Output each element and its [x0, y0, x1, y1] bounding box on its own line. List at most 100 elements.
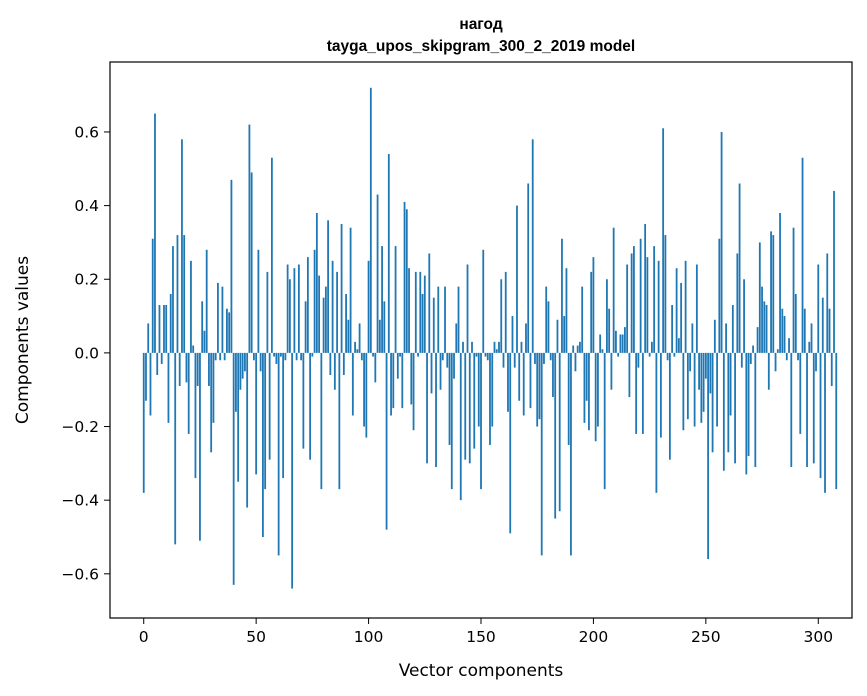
- bar: [167, 352, 170, 423]
- bar: [226, 308, 228, 353]
- bar: [414, 271, 417, 353]
- bar: [203, 330, 206, 353]
- bar: [608, 308, 611, 353]
- bar: [158, 305, 161, 353]
- bar: [747, 352, 750, 456]
- bar: [183, 235, 186, 353]
- x-tick-label: 0: [139, 628, 149, 646]
- bar: [835, 352, 838, 490]
- bar: [288, 279, 291, 353]
- bar: [552, 352, 554, 398]
- bar: [590, 271, 593, 353]
- bar: [437, 286, 440, 353]
- bar: [466, 264, 469, 353]
- bar: [500, 279, 503, 353]
- bar: [633, 246, 635, 353]
- bar: [295, 352, 298, 361]
- bar: [484, 352, 487, 357]
- bar: [729, 352, 732, 416]
- bar: [248, 124, 251, 353]
- bar: [538, 352, 541, 420]
- bar: [817, 264, 820, 353]
- bar: [342, 352, 345, 375]
- bar: [507, 352, 509, 412]
- bar: [165, 305, 168, 353]
- bar: [214, 352, 217, 361]
- bar: [525, 323, 527, 353]
- bar: [421, 293, 424, 353]
- bar: [619, 334, 622, 353]
- bar: [340, 224, 343, 353]
- bar: [653, 246, 656, 353]
- bar: [617, 352, 620, 357]
- bar: [819, 352, 822, 479]
- bar: [693, 352, 696, 427]
- bar: [491, 352, 494, 427]
- bar: [545, 286, 548, 353]
- bar: [313, 249, 316, 353]
- x-tick-label: 200: [579, 628, 609, 646]
- bar: [752, 345, 754, 353]
- bar: [306, 257, 309, 353]
- bar: [767, 352, 770, 390]
- bar: [581, 286, 584, 353]
- chart-subtitle: tayga_upos_skipgram_300_2_2019 model: [327, 38, 635, 55]
- bar: [765, 305, 768, 353]
- bar: [315, 212, 318, 353]
- bar: [799, 352, 802, 434]
- bar: [704, 352, 707, 379]
- bar: [504, 271, 507, 353]
- bar: [801, 157, 804, 353]
- bar: [664, 235, 667, 353]
- y-tick-label: 0.6: [74, 123, 99, 141]
- y-tick-label: −0.4: [61, 492, 99, 510]
- bar: [585, 352, 588, 401]
- bar: [378, 319, 381, 353]
- bar: [270, 157, 273, 353]
- bar: [178, 352, 181, 387]
- bar: [603, 352, 606, 490]
- bar: [174, 352, 177, 545]
- bar: [720, 131, 723, 353]
- bar: [383, 301, 386, 353]
- bar: [668, 352, 671, 460]
- bar: [448, 352, 451, 445]
- bar: [727, 352, 730, 453]
- bar: [426, 352, 428, 464]
- bar: [621, 334, 624, 353]
- bar: [722, 352, 725, 471]
- bar: [689, 352, 692, 372]
- bar: [304, 301, 307, 353]
- bar: [615, 330, 617, 353]
- bar: [410, 352, 413, 405]
- bar: [495, 349, 498, 353]
- bar: [493, 341, 496, 353]
- bar: [268, 352, 271, 460]
- bar: [513, 352, 516, 368]
- bar: [462, 341, 464, 353]
- bar: [394, 246, 397, 353]
- bar: [682, 352, 685, 431]
- bar: [264, 352, 267, 490]
- bar: [691, 323, 694, 353]
- bar: [419, 271, 422, 353]
- bar: [369, 87, 372, 353]
- bar: [401, 352, 404, 409]
- bar: [657, 260, 660, 353]
- bar: [354, 341, 356, 353]
- bar: [239, 352, 242, 390]
- y-tick-label: −0.2: [61, 418, 99, 436]
- y-axis-label: Components values: [13, 256, 33, 424]
- bar: [700, 352, 703, 423]
- bar: [262, 352, 264, 537]
- bar: [163, 305, 165, 353]
- bar: [561, 238, 563, 353]
- bar: [279, 352, 282, 357]
- bar: [194, 352, 197, 479]
- bar: [572, 345, 575, 353]
- bar: [792, 227, 795, 353]
- bar: [713, 319, 716, 353]
- bar: [435, 352, 437, 468]
- bar: [336, 271, 338, 353]
- bar: [311, 352, 314, 357]
